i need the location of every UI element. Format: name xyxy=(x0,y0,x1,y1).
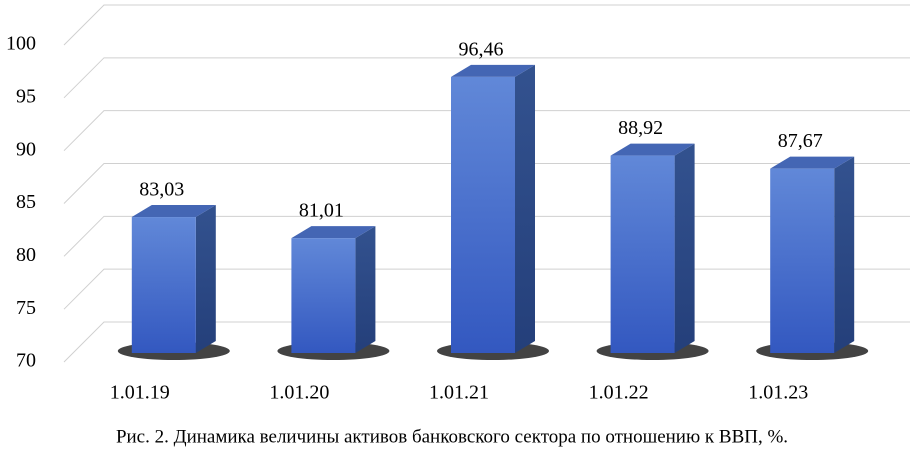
bar-top xyxy=(131,205,216,218)
bar xyxy=(770,168,835,353)
bar-side xyxy=(515,64,535,354)
x-tick-label: 1.01.20 xyxy=(269,382,329,404)
bar-top xyxy=(610,143,695,156)
bar xyxy=(291,238,356,353)
value-label: 81,01 xyxy=(299,200,344,222)
grid-line xyxy=(63,110,910,152)
bar-side xyxy=(674,143,695,353)
y-tick-label: 75 xyxy=(16,297,36,319)
chart-title: Рис. 2. Динамика величины активов банков… xyxy=(116,426,788,447)
x-tick-label: 1.01.19 xyxy=(110,382,170,404)
x-tick-label: 1.01.23 xyxy=(748,382,808,404)
bar-top xyxy=(291,226,376,239)
y-tick-label: 85 xyxy=(16,191,36,213)
y-tick-label: 100 xyxy=(6,33,36,55)
bar-side xyxy=(834,156,855,353)
bar-top xyxy=(770,156,855,169)
grid-line xyxy=(63,4,910,46)
value-label: 83,03 xyxy=(139,179,184,201)
bar-side xyxy=(195,205,216,353)
bar-side xyxy=(355,226,376,353)
x-tick-label: 1.01.21 xyxy=(429,382,489,404)
bar xyxy=(131,217,196,353)
bar xyxy=(451,76,515,354)
grid-line xyxy=(63,57,910,99)
y-tick-label: 90 xyxy=(16,138,36,160)
y-tick-label: 70 xyxy=(16,350,36,372)
value-label: 96,46 xyxy=(459,39,504,61)
x-tick-label: 1.01.22 xyxy=(589,382,649,404)
value-label: 87,67 xyxy=(778,130,823,152)
y-tick-label: 95 xyxy=(16,85,36,107)
bar xyxy=(610,155,675,353)
bar-top xyxy=(451,64,535,77)
value-label: 88,92 xyxy=(618,117,663,139)
y-tick-label: 80 xyxy=(16,244,36,266)
